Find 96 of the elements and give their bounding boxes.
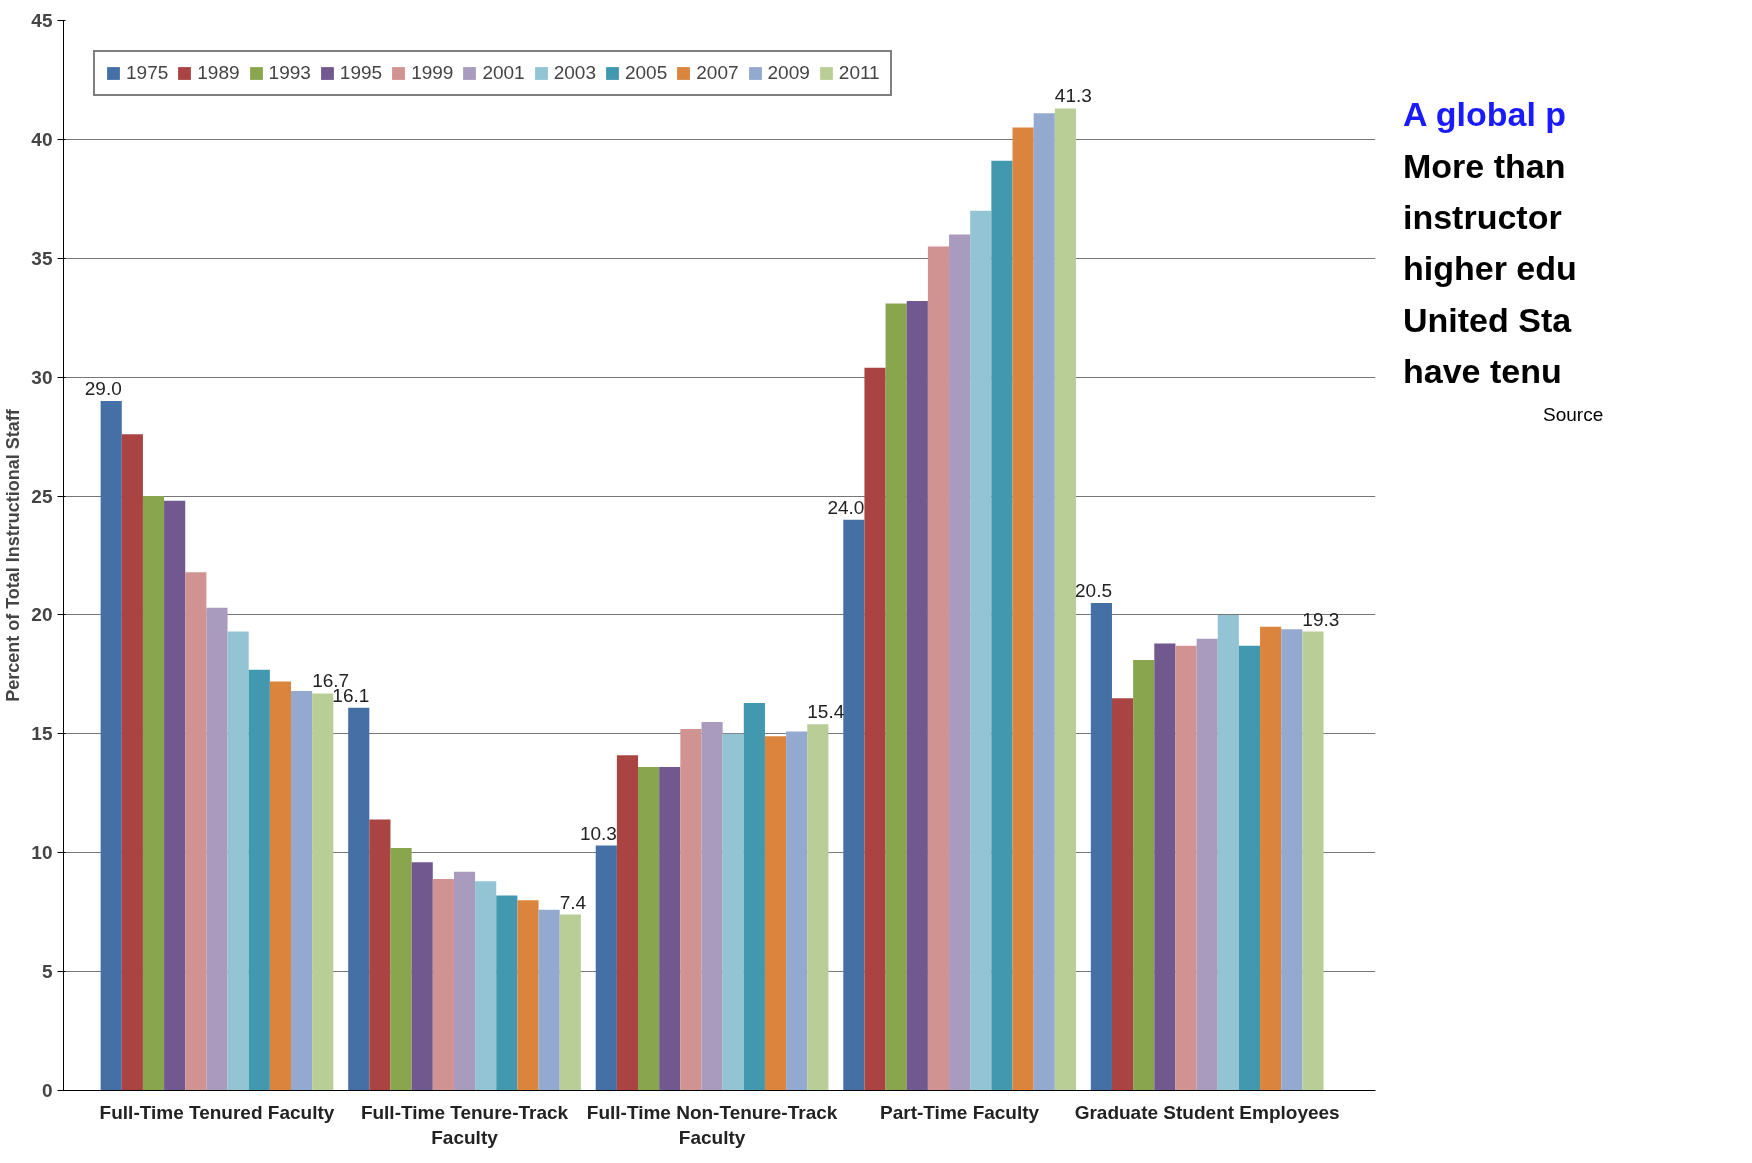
- legend-label: 2001: [482, 62, 525, 84]
- bar: [807, 724, 829, 1091]
- legend-label: 2003: [553, 62, 596, 84]
- data-label: 19.3: [1302, 608, 1340, 630]
- bar: [659, 767, 681, 1091]
- text: Source: [1543, 403, 1604, 425]
- bar: [348, 707, 370, 1091]
- bar: [949, 234, 971, 1091]
- text: More than: [1403, 146, 1566, 185]
- y-tick-label: 10: [31, 842, 53, 864]
- data-label: 20.5: [1075, 580, 1112, 602]
- bar: [206, 607, 228, 1091]
- legend-label: 2005: [624, 62, 668, 84]
- bar: [764, 736, 787, 1091]
- legend-label: 1993: [268, 62, 311, 84]
- bar: [991, 160, 1013, 1091]
- bar: [864, 367, 886, 1091]
- legend-label: 2009: [767, 62, 810, 84]
- bar: [1133, 660, 1155, 1091]
- bar: [312, 693, 334, 1091]
- bar: [1238, 645, 1261, 1091]
- x-tick-label: Full-Time Tenured Faculty: [99, 1101, 335, 1123]
- bar: [970, 210, 992, 1091]
- bar: [1090, 603, 1112, 1091]
- bar: [248, 669, 270, 1091]
- bar: [390, 847, 412, 1091]
- bar: [411, 862, 433, 1091]
- bar: [885, 303, 907, 1091]
- bar: [369, 819, 391, 1091]
- text: higher edu: [1403, 249, 1577, 288]
- data-label: 41.3: [1054, 85, 1092, 107]
- bar: [1033, 113, 1055, 1091]
- bar: [1175, 645, 1197, 1091]
- data-label: 10.3: [579, 822, 617, 844]
- bar: [121, 434, 143, 1091]
- text: A global p: [1403, 95, 1567, 134]
- bar: [1111, 698, 1134, 1091]
- x-tick-label: Part-Time Faculty: [880, 1101, 1040, 1123]
- text: instructor: [1403, 198, 1562, 237]
- bar: [701, 721, 723, 1091]
- data-label: 24.0: [827, 496, 865, 518]
- bar: [559, 914, 581, 1091]
- y-tick-label: 40: [31, 128, 53, 150]
- bar: [269, 681, 292, 1091]
- bar: [1196, 638, 1218, 1091]
- bar: [1302, 631, 1324, 1091]
- bar: [185, 572, 207, 1091]
- legend-label: 2007: [696, 62, 739, 84]
- bar: [743, 702, 765, 1091]
- bar: [843, 519, 865, 1091]
- legend-label: 1999: [411, 62, 454, 84]
- bar: [291, 691, 313, 1091]
- bar: [100, 400, 122, 1091]
- legend-label: 1995: [339, 62, 383, 84]
- bar: [638, 767, 660, 1091]
- bar: [1281, 629, 1303, 1091]
- y-tick-label: 45: [31, 10, 53, 31]
- bar: [227, 631, 249, 1091]
- y-tick-label: 20: [31, 604, 53, 626]
- bar: [432, 878, 454, 1091]
- x-tick-label: Full-Time Tenure-Track Faculty: [360, 1101, 569, 1148]
- bar: [906, 301, 928, 1091]
- bar: [616, 755, 639, 1091]
- bar: [722, 733, 744, 1091]
- bar: [1054, 108, 1076, 1091]
- y-tick-label: 35: [31, 247, 53, 269]
- y-tick-label: 30: [31, 366, 53, 388]
- y-axis-title: Percent of Total Instructional Staff: [3, 408, 24, 702]
- bar: [1217, 614, 1239, 1091]
- bar: [142, 496, 165, 1091]
- bar: [1012, 127, 1034, 1091]
- bar: [927, 246, 950, 1091]
- bar: [1260, 626, 1282, 1091]
- legend-label: 1989: [197, 62, 240, 84]
- y-tick-label: 5: [41, 961, 53, 983]
- bar: [475, 881, 497, 1091]
- bar: [538, 909, 560, 1091]
- bar: [595, 845, 617, 1091]
- y-tick-label: 15: [31, 723, 53, 745]
- bar: [1154, 643, 1176, 1091]
- y-tick-label: 0: [41, 1080, 53, 1101]
- text: United Sta: [1403, 300, 1573, 339]
- bar: [496, 895, 518, 1091]
- legend-label: 1975: [126, 62, 169, 84]
- bar: [680, 729, 702, 1091]
- bar: [786, 731, 808, 1091]
- bar: [453, 871, 476, 1091]
- bar: [164, 500, 186, 1091]
- x-tick-label: Graduate Student Employees: [1074, 1101, 1340, 1123]
- text: have tenu: [1403, 352, 1562, 391]
- data-label: 7.4: [559, 891, 587, 913]
- x-tick-label: Full-Time Non-Tenure-Track Faculty: [586, 1101, 838, 1148]
- legend-label: 2011: [838, 62, 880, 84]
- y-tick-label: 25: [31, 485, 53, 507]
- data-label: 29.0: [84, 377, 122, 399]
- bar: [517, 900, 539, 1091]
